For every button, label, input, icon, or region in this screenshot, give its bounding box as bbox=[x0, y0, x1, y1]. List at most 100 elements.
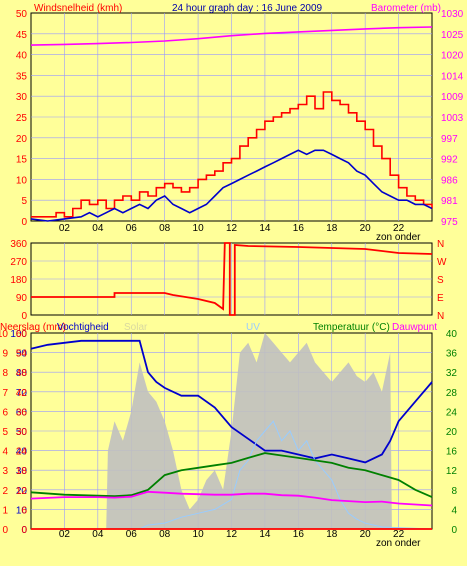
x-tick-label: 22 bbox=[393, 529, 405, 540]
y-tick-label: 36 bbox=[446, 349, 458, 360]
y-tick-label: E bbox=[437, 293, 444, 304]
y-tick-label: 30 bbox=[16, 427, 28, 438]
y-tick-label: 10 bbox=[16, 505, 28, 516]
y-tick-label: 50 bbox=[16, 427, 28, 438]
baro-y-ticks: 975 981 986 992 997 1003 1009 1014 1020 1025 1030 bbox=[441, 9, 464, 228]
y-tick-label: 2 bbox=[2, 486, 8, 497]
y-tick-label: 7 bbox=[2, 388, 8, 399]
y-tick-label: 981 bbox=[441, 196, 458, 207]
solar-y-ticks: 0 6 12 18 24 30 36 42 48 54 60 bbox=[16, 329, 28, 536]
x-tick-label: 04 bbox=[92, 529, 104, 540]
y-tick-label: 0 bbox=[21, 525, 27, 536]
y-tick-label: 1014 bbox=[441, 71, 464, 82]
x-tick-label: 16 bbox=[293, 529, 305, 540]
x-ticks: 02 04 06 08 10 12 14 16 18 20 22 bbox=[59, 223, 405, 234]
x-tick-label: 12 bbox=[226, 223, 238, 234]
y-tick-label: 360 bbox=[10, 239, 27, 250]
y-tick-label: 10 bbox=[0, 329, 8, 340]
y-tick-label: 36 bbox=[16, 407, 28, 418]
x-tick-label: 14 bbox=[259, 529, 271, 540]
y-tick-label: 0 bbox=[2, 525, 8, 536]
y-tick-label: 42 bbox=[16, 388, 28, 399]
y-tick-label: 25 bbox=[16, 113, 28, 124]
x-tick-label: 06 bbox=[126, 529, 138, 540]
y-tick-label: 90 bbox=[16, 293, 28, 304]
rain-axis-title: Neerslag (mm) bbox=[0, 322, 66, 333]
y-tick-label: 1025 bbox=[441, 30, 464, 41]
humidity-y-ticks: 0 10 20 30 40 50 60 70 80 90 100 bbox=[10, 329, 27, 536]
x-tick-label: 10 bbox=[193, 529, 205, 540]
x-tick-label: 16 bbox=[293, 223, 305, 234]
y-tick-label: N bbox=[437, 311, 444, 322]
temp-y-ticks: 0 4 8 12 16 20 24 28 32 36 40 bbox=[446, 329, 458, 536]
rain-y-ticks: 0 1 2 3 4 5 6 7 8 9 10 bbox=[0, 329, 8, 536]
x-tick-label: 18 bbox=[326, 529, 338, 540]
x-tick-label: 12 bbox=[226, 529, 238, 540]
x-tick-label: 08 bbox=[159, 223, 171, 234]
y-tick-label: 18 bbox=[16, 466, 28, 477]
series-line bbox=[30, 149, 433, 222]
y-tick-label: 0 bbox=[21, 525, 27, 536]
x-tick-label: 02 bbox=[59, 529, 71, 540]
x-tick-label: 06 bbox=[126, 223, 138, 234]
y-tick-label: 1003 bbox=[441, 113, 464, 124]
series-line bbox=[30, 452, 433, 498]
y-tick-label: S bbox=[437, 275, 444, 286]
y-tick-label: 40 bbox=[16, 51, 28, 62]
y-tick-label: 20 bbox=[446, 427, 458, 438]
y-tick-label: 5 bbox=[2, 427, 8, 438]
series-line bbox=[30, 339, 433, 464]
x-tick-label: 18 bbox=[326, 223, 338, 234]
x-tick-label: 14 bbox=[259, 223, 271, 234]
temp-axis-title: Temperatuur (°C) bbox=[313, 322, 390, 333]
sunset-note: zon onder bbox=[376, 232, 421, 243]
y-tick-label: 24 bbox=[16, 447, 28, 458]
y-tick-label: 992 bbox=[441, 155, 458, 166]
y-tick-label: 40 bbox=[16, 447, 28, 458]
y-tick-label: 9 bbox=[2, 349, 8, 360]
y-tick-label: 4 bbox=[451, 505, 457, 516]
baro-axis-title: Barometer (mb) bbox=[371, 3, 441, 14]
x-tick-label: 08 bbox=[159, 529, 171, 540]
y-tick-label: 1020 bbox=[441, 51, 464, 62]
dir-y-ticks: 360 270 180 90 0 bbox=[10, 239, 27, 322]
y-tick-label: 100 bbox=[10, 329, 27, 340]
y-tick-label: 8 bbox=[2, 368, 8, 379]
dewpoint-axis-title: Dauwpunt bbox=[392, 322, 437, 333]
x-tick-label: 20 bbox=[360, 529, 372, 540]
series bbox=[30, 333, 433, 530]
y-tick-label: 70 bbox=[16, 388, 28, 399]
y-tick-label: 54 bbox=[16, 349, 28, 360]
y-tick-label: 0 bbox=[451, 525, 457, 536]
series-line bbox=[31, 420, 433, 530]
y-tick-label: 50 bbox=[16, 9, 28, 20]
series bbox=[30, 26, 433, 222]
y-tick-label: 10 bbox=[16, 175, 28, 186]
y-tick-label: 30 bbox=[16, 466, 28, 477]
x-tick-label: 02 bbox=[59, 223, 71, 234]
x-tick-label: 10 bbox=[193, 223, 205, 234]
y-tick-label: 997 bbox=[441, 134, 458, 145]
humidity-axis-title: Vochtigheid bbox=[57, 322, 109, 333]
y-tick-label: 80 bbox=[16, 368, 28, 379]
x-tick-label: 04 bbox=[92, 223, 104, 234]
wind-y-ticks: 0 5 10 15 20 25 30 35 40 45 50 bbox=[16, 9, 28, 228]
y-tick-label: 24 bbox=[446, 407, 458, 418]
x-tick-label: 22 bbox=[393, 223, 405, 234]
y-tick-label: 1030 bbox=[441, 9, 464, 20]
y-tick-label: 60 bbox=[16, 407, 28, 418]
y-tick-label: 90 bbox=[16, 349, 28, 360]
series-line bbox=[30, 490, 433, 507]
y-tick-label: 975 bbox=[441, 217, 458, 228]
y-tick-label: 20 bbox=[16, 134, 28, 145]
y-tick-label: 6 bbox=[2, 407, 8, 418]
y-tick-label: 180 bbox=[10, 275, 27, 286]
y-tick-label: N bbox=[437, 239, 444, 250]
x-ticks: 02 04 06 08 10 12 14 16 18 20 22 bbox=[59, 529, 405, 540]
solar-axis-title: Solar bbox=[124, 322, 148, 333]
y-tick-label: 35 bbox=[16, 71, 28, 82]
y-tick-label: 45 bbox=[16, 30, 28, 41]
y-tick-label: 40 bbox=[446, 329, 458, 340]
y-tick-label: 3 bbox=[2, 466, 8, 477]
